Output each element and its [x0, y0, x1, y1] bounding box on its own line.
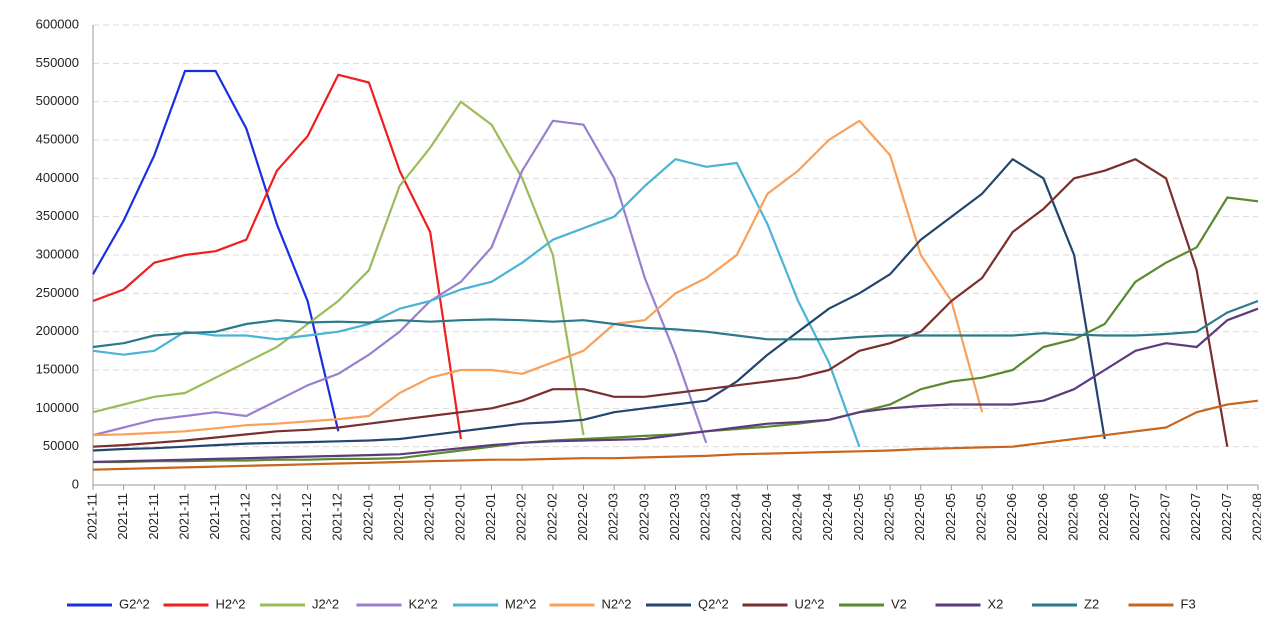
- x-tick-label: 2022-08: [1249, 493, 1261, 541]
- y-tick-label: 50000: [43, 438, 79, 453]
- x-tick-label: 2022-06: [1096, 493, 1111, 541]
- x-tick-label: 2022-04: [820, 493, 835, 541]
- x-tick-label: 2022-04: [728, 493, 743, 541]
- x-tick-label: 2021-12: [330, 493, 345, 541]
- x-tick-label: 2021-12: [268, 493, 283, 541]
- x-tick-label: 2021-12: [238, 493, 253, 541]
- series-line: [92, 119, 984, 437]
- x-tick-label: 2022-07: [1157, 493, 1172, 541]
- x-tick-label: 2022-02: [514, 493, 529, 541]
- y-tick-label: 250000: [36, 285, 79, 300]
- y-tick-label: 450000: [36, 131, 79, 146]
- x-tick-label: 2022-07: [1127, 493, 1142, 541]
- x-tick-label: 2022-01: [391, 493, 406, 541]
- series-line: [92, 158, 1106, 452]
- series-line: [92, 299, 1259, 349]
- x-tick-label: 2022-01: [452, 493, 467, 541]
- x-tick-label: 2022-06: [1065, 493, 1080, 541]
- x-tick-label: 2022-02: [575, 493, 590, 541]
- legend-label: Z2: [1084, 596, 1099, 611]
- y-tick-label: 300000: [36, 246, 79, 261]
- series-line: [92, 158, 1229, 448]
- y-tick-label: 350000: [36, 208, 79, 223]
- legend-label: F3: [1181, 596, 1196, 611]
- legend-label: N2^2: [602, 596, 632, 611]
- x-tick-label: 2021-12: [299, 493, 314, 541]
- x-tick-label: 2021-11: [176, 493, 191, 540]
- series-line: [92, 119, 708, 444]
- legend-label: M2^2: [505, 596, 536, 611]
- y-tick-label: 400000: [36, 170, 79, 185]
- x-tick-label: 2022-05: [943, 493, 958, 541]
- x-tick-label: 2022-02: [544, 493, 559, 541]
- y-tick-label: 0: [72, 476, 79, 491]
- y-tick-label: 100000: [36, 400, 79, 415]
- x-tick-label: 2022-03: [636, 493, 651, 541]
- legend-label: J2^2: [312, 596, 339, 611]
- legend-label: X2: [988, 596, 1004, 611]
- x-tick-label: 2022-04: [790, 493, 805, 541]
- y-tick-label: 500000: [36, 93, 79, 108]
- y-tick-label: 550000: [36, 55, 79, 70]
- legend-label: H2^2: [216, 596, 246, 611]
- series-line: [92, 73, 462, 440]
- series-line: [92, 307, 1259, 464]
- x-tick-label: 2021-11: [84, 493, 99, 540]
- x-tick-label: 2021-11: [115, 493, 130, 540]
- x-tick-label: 2021-11: [146, 493, 161, 540]
- x-tick-label: 2021-11: [207, 493, 222, 540]
- legend-label: Q2^2: [698, 596, 729, 611]
- y-tick-label: 600000: [36, 16, 79, 31]
- x-tick-label: 2022-01: [483, 493, 498, 541]
- legend-label: V2: [891, 596, 907, 611]
- x-tick-label: 2022-03: [667, 493, 682, 541]
- x-tick-label: 2022-05: [851, 493, 866, 541]
- x-tick-label: 2022-07: [1219, 493, 1234, 541]
- x-tick-label: 2022-03: [606, 493, 621, 541]
- legend-label: G2^2: [119, 596, 150, 611]
- x-tick-label: 2022-06: [1035, 493, 1050, 541]
- x-tick-label: 2022-07: [1188, 493, 1203, 541]
- x-tick-label: 2022-05: [974, 493, 989, 541]
- series-line: [92, 100, 585, 436]
- x-tick-label: 2022-03: [698, 493, 713, 541]
- x-tick-label: 2022-05: [882, 493, 897, 541]
- y-tick-label: 200000: [36, 323, 79, 338]
- legend-label: U2^2: [795, 596, 825, 611]
- series-line: [92, 69, 340, 432]
- legend-label: K2^2: [409, 596, 438, 611]
- x-tick-label: 2022-06: [1004, 493, 1019, 541]
- series-line: [92, 158, 861, 448]
- x-tick-label: 2022-05: [912, 493, 927, 541]
- x-tick-label: 2022-01: [422, 493, 437, 541]
- x-tick-label: 2022-04: [759, 493, 774, 541]
- series-line: [92, 399, 1259, 471]
- y-tick-label: 150000: [36, 361, 79, 376]
- x-tick-label: 2022-01: [360, 493, 375, 541]
